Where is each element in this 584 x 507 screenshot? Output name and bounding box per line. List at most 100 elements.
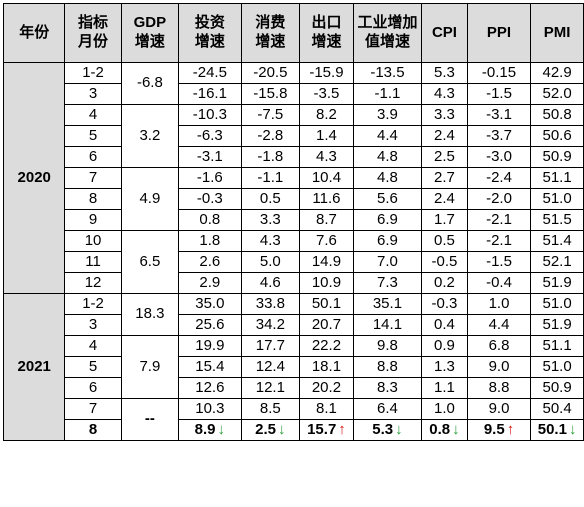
industry-cell: 4.4 bbox=[352, 125, 423, 147]
invest-cell: 1.8 bbox=[178, 230, 242, 252]
header-consume: 消费 增速 bbox=[240, 3, 301, 63]
header-year: 年份 bbox=[2, 3, 66, 63]
pmi-cell: 51.1 bbox=[530, 167, 584, 189]
table-row: 11 2.6 5.0 14.9 7.0 -0.5 -1.5 52.1 bbox=[4, 251, 584, 273]
industry-value: 5.3 bbox=[372, 420, 394, 438]
header-cpi: CPI bbox=[421, 3, 468, 63]
pmi-cell: 51.0 bbox=[530, 188, 584, 210]
arrow-down-icon: ↓ bbox=[452, 420, 460, 438]
consume-cell: 17.7 bbox=[240, 335, 301, 357]
industry-cell: 7.3 bbox=[352, 272, 423, 294]
ppi-cell: -0.4 bbox=[466, 272, 532, 294]
invest-cell: -0.3 bbox=[178, 188, 242, 210]
consume-cell: 4.6 bbox=[240, 272, 301, 294]
table-row: 7 -- 10.3 8.5 8.1 6.4 1.0 9.0 50.4 bbox=[4, 398, 584, 441]
cpi-cell: 4.3 bbox=[421, 83, 468, 105]
arrow-up-icon: ↑ bbox=[338, 420, 346, 438]
export-cell: 4.3 bbox=[299, 146, 354, 168]
ppi-cell: -3.0 bbox=[466, 146, 532, 168]
table-row: 4 7.9 19.9 17.7 22.2 9.8 0.9 6.8 51.1 bbox=[4, 335, 584, 399]
table-row: 9 0.8 3.3 8.7 6.9 1.7 -2.1 51.5 bbox=[4, 209, 584, 231]
table-row: 12 2.9 4.6 10.9 7.3 0.2 -0.4 51.9 bbox=[4, 272, 584, 294]
consume-cell: -1.8 bbox=[240, 146, 301, 168]
export-cell: 10.9 bbox=[299, 272, 354, 294]
consume-cell: 3.3 bbox=[240, 209, 301, 231]
month-cell: 5 bbox=[64, 356, 122, 378]
table-row: 4 3.2 -10.3 -7.5 8.2 3.9 3.3 -3.1 50.8 bbox=[4, 104, 584, 168]
cpi-cell: 0.8 ↓ bbox=[421, 419, 468, 441]
ppi-cell: 9.0 bbox=[466, 398, 532, 420]
header-industry: 工业增加 值增速 bbox=[352, 3, 423, 63]
ppi-cell: -0.15 bbox=[466, 62, 532, 84]
export-cell: 14.9 bbox=[299, 251, 354, 273]
export-cell: 10.4 bbox=[299, 167, 354, 189]
invest-cell: -10.3 bbox=[178, 104, 242, 126]
invest-cell: 2.9 bbox=[178, 272, 242, 294]
industry-cell: 3.9 bbox=[352, 104, 423, 126]
industry-cell: 6.4 bbox=[352, 398, 423, 420]
export-cell: 20.2 bbox=[299, 377, 354, 399]
consume-cell: -7.5 bbox=[240, 104, 301, 126]
industry-cell: 6.9 bbox=[352, 209, 423, 231]
invest-cell: 19.9 bbox=[178, 335, 242, 357]
consume-cell: 12.4 bbox=[240, 356, 301, 378]
pmi-cell: 42.9 bbox=[530, 62, 584, 84]
month-cell: 7 bbox=[64, 398, 122, 420]
month-cell: 10 bbox=[64, 230, 122, 252]
month-cell: 4 bbox=[64, 104, 122, 126]
invest-value: 8.9 bbox=[194, 420, 216, 438]
industry-cell: -13.5 bbox=[352, 62, 423, 84]
gdp-cell: 18.3 bbox=[120, 293, 180, 336]
table-row: 8 -0.3 0.5 11.6 5.6 2.4 -2.0 51.0 bbox=[4, 188, 584, 210]
month-cell: 11 bbox=[64, 251, 122, 273]
invest-cell: -1.6 bbox=[178, 167, 242, 189]
industry-cell: -1.1 bbox=[352, 83, 423, 105]
arrow-down-icon: ↓ bbox=[278, 420, 286, 438]
table-row: 2020 1-2 -6.8 -24.5 -20.5 -15.9 -13.5 5.3 -0.15 4… bbox=[2, 62, 584, 294]
industry-cell: 4.8 bbox=[352, 146, 423, 168]
month-cell: 6 bbox=[64, 377, 122, 399]
pmi-cell: 52.0 bbox=[530, 83, 584, 105]
pmi-cell: 50.9 bbox=[530, 146, 584, 168]
table-row: 6 12.6 12.1 20.2 8.3 1.1 8.8 50.9 bbox=[4, 377, 584, 399]
export-cell: 15.7 ↑ bbox=[299, 419, 354, 441]
ppi-cell: 4.4 bbox=[466, 314, 532, 336]
export-cell: 8.2 bbox=[299, 104, 354, 126]
table-row: 3 25.6 34.2 20.7 14.1 0.4 4.4 51.9 bbox=[4, 314, 584, 336]
pmi-cell: 52.1 bbox=[530, 251, 584, 273]
month-cell: 4 bbox=[64, 335, 122, 357]
invest-cell: 8.9 ↓ bbox=[178, 419, 242, 441]
gdp-cell: 3.2 bbox=[120, 104, 180, 168]
pmi-cell: 50.6 bbox=[530, 125, 584, 147]
table-row: 6 -3.1 -1.8 4.3 4.8 2.5 -3.0 50.9 bbox=[4, 146, 584, 168]
month-cell: 3 bbox=[64, 314, 122, 336]
header-ppi: PPI bbox=[466, 3, 532, 63]
industry-cell: 14.1 bbox=[352, 314, 423, 336]
gdp-cell: 4.9 bbox=[120, 167, 180, 231]
pmi-cell: 51.1 bbox=[530, 335, 584, 357]
export-cell: 8.7 bbox=[299, 209, 354, 231]
cpi-cell: 0.4 bbox=[421, 314, 468, 336]
month-cell: 1-2 bbox=[64, 293, 122, 315]
month-cell: 8 bbox=[64, 188, 122, 210]
gdp-cell: -6.8 bbox=[120, 62, 180, 105]
pmi-cell: 50.1 ↓ bbox=[530, 419, 584, 441]
cpi-cell: 2.5 bbox=[421, 146, 468, 168]
cpi-cell: 0.9 bbox=[421, 335, 468, 357]
header-export: 出口 增速 bbox=[299, 3, 354, 63]
month-cell: 7 bbox=[64, 167, 122, 189]
month-cell: 5 bbox=[64, 125, 122, 147]
consume-cell: 2.5 ↓ bbox=[240, 419, 301, 441]
ppi-cell: 8.8 bbox=[466, 377, 532, 399]
industry-cell: 7.0 bbox=[352, 251, 423, 273]
pmi-cell: 51.0 bbox=[530, 293, 584, 315]
invest-cell: -6.3 bbox=[178, 125, 242, 147]
invest-cell: -16.1 bbox=[178, 83, 242, 105]
export-cell: -15.9 bbox=[299, 62, 354, 84]
month-cell: 6 bbox=[64, 146, 122, 168]
pmi-cell: 51.4 bbox=[530, 230, 584, 252]
table-row: 5 15.4 12.4 18.1 8.8 1.3 9.0 51.0 bbox=[4, 356, 584, 378]
table-row: 8 8.9 ↓ 2.5 ↓ 15.7 ↑ 5.3 ↓ 0.8 ↓ 9.5 ↑ 50.1 ↓ bbox=[4, 419, 584, 441]
consume-cell: -1.1 bbox=[240, 167, 301, 189]
invest-cell: 2.6 bbox=[178, 251, 242, 273]
